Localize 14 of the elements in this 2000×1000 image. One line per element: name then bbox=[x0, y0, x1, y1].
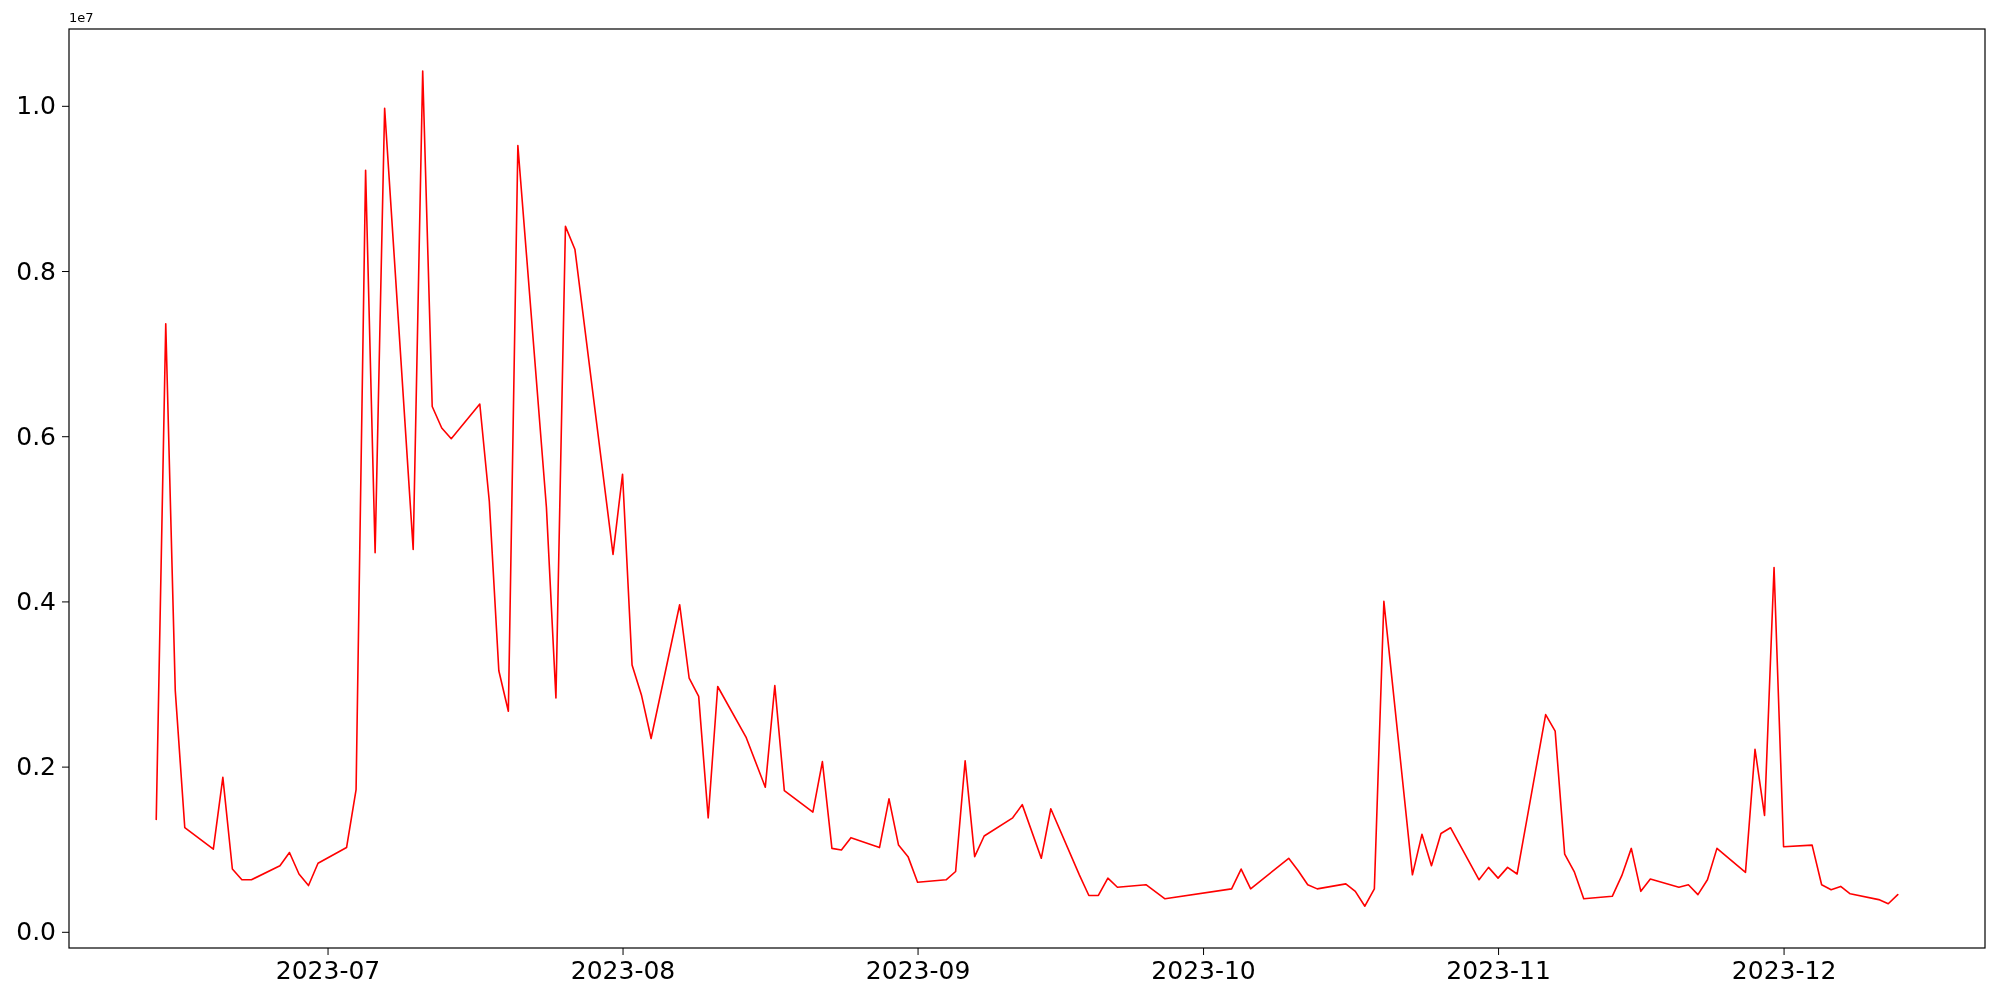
y-tick-label: 0.6 bbox=[16, 421, 56, 451]
y-tick-label: 0.0 bbox=[16, 917, 56, 947]
x-tick-label: 2023-12 bbox=[1731, 955, 1837, 985]
y-tick-label: 1.0 bbox=[16, 91, 56, 121]
x-tick-label: 2023-10 bbox=[1151, 955, 1256, 985]
y-tick-label: 0.2 bbox=[16, 752, 56, 782]
x-tick-label: 2023-07 bbox=[275, 955, 381, 985]
text: 1e7 bbox=[69, 10, 94, 25]
x-tick-label: 2023-08 bbox=[570, 955, 676, 985]
line-series bbox=[155, 70, 1899, 908]
x-tick-label: 2023-11 bbox=[1446, 955, 1551, 985]
y-tick-label: 0.4 bbox=[16, 586, 56, 616]
x-tick-label: 2023-09 bbox=[865, 955, 971, 985]
y-tick-label: 0.8 bbox=[16, 256, 56, 286]
